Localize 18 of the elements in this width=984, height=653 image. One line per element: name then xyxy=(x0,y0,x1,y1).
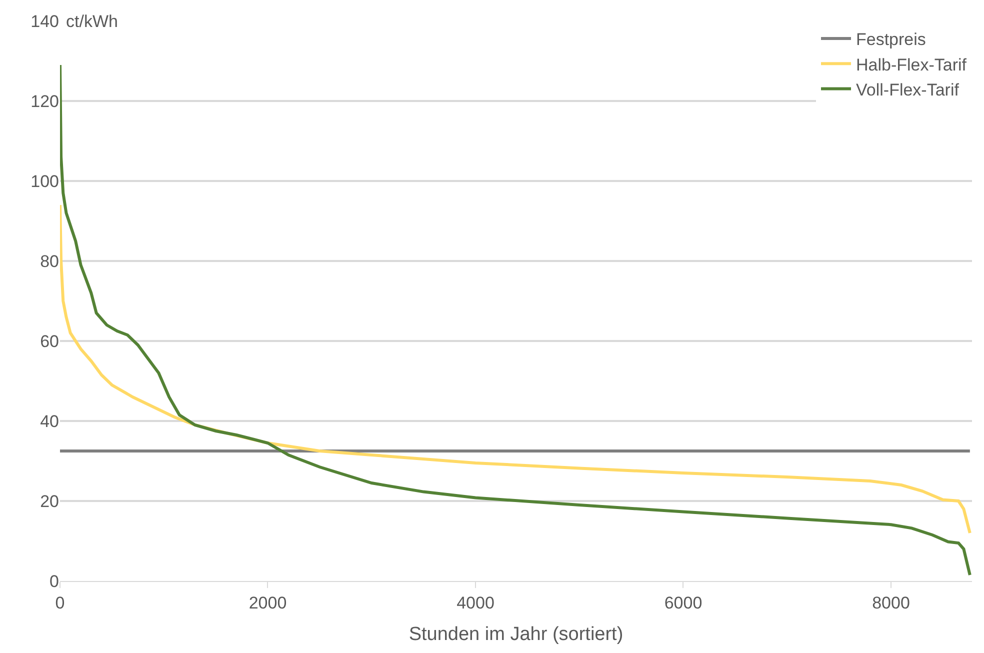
y-tick-label: 140 xyxy=(30,12,59,31)
legend-label: Festpreis xyxy=(856,30,926,50)
legend-label: Voll-Flex-Tarif xyxy=(856,80,960,100)
x-tick-label: 2000 xyxy=(248,593,287,612)
y-tick-label: 60 xyxy=(40,332,59,351)
y-tick-label: 40 xyxy=(40,412,59,431)
x-tick-label: 6000 xyxy=(664,593,702,612)
y-tick-label: 80 xyxy=(40,252,59,271)
y-tick-label: 20 xyxy=(40,492,59,511)
x-tick-label: 8000 xyxy=(872,593,910,612)
legend-label: Halb-Flex-Tarif xyxy=(856,55,967,74)
y-tick-label: 120 xyxy=(30,92,59,111)
x-tick-label: 4000 xyxy=(456,593,494,612)
y-axis-title: ct/kWh xyxy=(66,12,118,31)
line-series xyxy=(60,204,972,534)
y-tick-label: 100 xyxy=(30,172,59,191)
x-axis-title: Stunden im Jahr (sortiert) xyxy=(408,624,624,646)
y-tick-label: 0 xyxy=(50,572,59,591)
